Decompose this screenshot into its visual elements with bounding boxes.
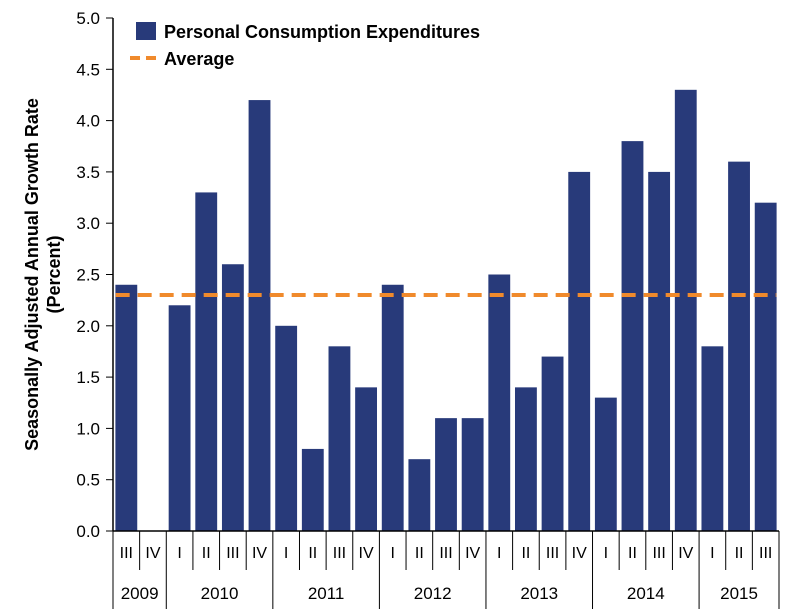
year-label: 2009: [121, 584, 159, 603]
y-axis-title-line: Seasonally Adjusted Annual Growth Rate: [22, 98, 42, 451]
bar: [621, 141, 644, 531]
x-tick-label: II: [308, 545, 317, 562]
bar: [275, 325, 298, 531]
bar: [248, 100, 271, 531]
bar: [461, 418, 484, 531]
x-tick-label: IV: [465, 545, 480, 562]
bar: [381, 284, 404, 531]
legend: Personal Consumption Expenditures Average: [130, 22, 480, 69]
y-tick-label: 3.0: [76, 214, 100, 233]
bar: [408, 459, 431, 531]
x-tick-label: III: [759, 545, 772, 562]
legend-label-bar: Personal Consumption Expenditures: [164, 22, 480, 42]
y-tick-label: 5.0: [76, 9, 100, 28]
bar: [195, 192, 218, 532]
year-label: 2015: [720, 584, 758, 603]
x-tick-label: IV: [678, 545, 693, 562]
year-label: 2013: [520, 584, 558, 603]
y-tick-label: 4.0: [76, 112, 100, 131]
y-tick-label: 0.0: [76, 522, 100, 541]
y-tick-label: 2.5: [76, 266, 100, 285]
year-label: 2012: [414, 584, 452, 603]
x-tick-label: I: [390, 545, 394, 562]
bar: [435, 418, 457, 531]
x-tick-label: III: [652, 545, 665, 562]
y-axis-title-line: (Percent): [44, 235, 64, 313]
bar: [754, 202, 777, 531]
y-axis-title: Seasonally Adjusted Annual Growth Rate (P…: [22, 98, 64, 451]
x-tick-label: I: [177, 545, 181, 562]
legend-swatch-bar: [136, 22, 156, 40]
bar: [355, 387, 378, 531]
y-tick-label: 1.0: [76, 419, 100, 438]
bar: [568, 171, 591, 531]
bar: [115, 284, 138, 531]
bar: [301, 448, 324, 531]
y-tick-label: 1.5: [76, 368, 100, 387]
bar: [674, 89, 697, 531]
bar: [701, 346, 724, 531]
x-tick-label: III: [120, 545, 133, 562]
x-tick-label: I: [497, 545, 501, 562]
y-axis-title-text: Seasonally Adjusted Annual Growth Rate (P…: [22, 98, 64, 451]
x-tick-label: III: [226, 545, 239, 562]
bar: [488, 274, 511, 531]
x-tick-label: II: [521, 545, 530, 562]
bar: [168, 305, 191, 531]
legend-label-average: Average: [164, 49, 234, 69]
bar: [594, 397, 617, 531]
year-label: 2010: [201, 584, 239, 603]
x-tick-label: IV: [145, 545, 160, 562]
x-axis: III IV I II III IV I II III IV I II III IV I II III IV I II…: [112, 18, 780, 609]
y-tick-label: 4.5: [76, 60, 100, 79]
year-label: 2011: [308, 584, 345, 603]
x-tick-label: IV: [359, 545, 374, 562]
x-tick-label: II: [735, 545, 744, 562]
x-tick-label: III: [546, 545, 559, 562]
y-tick-label: 3.5: [76, 163, 100, 182]
x-tick-label: II: [415, 545, 424, 562]
year-label: 2014: [627, 584, 665, 603]
bar: [728, 161, 750, 531]
bar: [328, 346, 351, 531]
x-tick-label: I: [604, 545, 608, 562]
x-tick-label: III: [439, 545, 452, 562]
x-tick-label: II: [628, 545, 637, 562]
y-tick-label: 2.0: [76, 317, 100, 336]
x-tick-label: IV: [252, 545, 267, 562]
x-tick-label: IV: [572, 545, 587, 562]
y-tick-label: 0.5: [76, 471, 100, 490]
bar: [541, 356, 564, 531]
bar: [221, 264, 244, 531]
x-tick-label: II: [202, 545, 211, 562]
bar: [648, 171, 671, 531]
bar: [514, 387, 537, 531]
x-tick-label: I: [710, 545, 714, 562]
y-axis: 0.0 0.5 1.0 1.5 2.0 2.5 3.0 3.5 4.0 4.5 5.0: [76, 9, 113, 541]
bar-series: [115, 89, 777, 532]
x-tick-label: III: [333, 545, 346, 562]
x-tick-label: I: [284, 545, 288, 562]
